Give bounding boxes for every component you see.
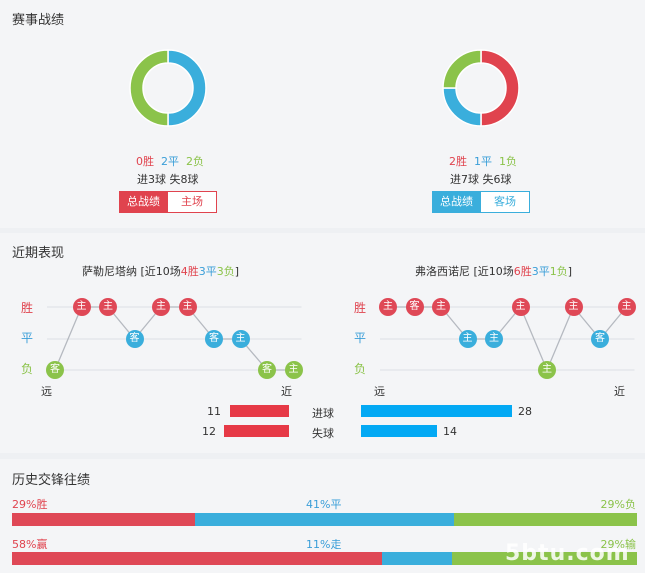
team2-form-result-node: 客: [405, 298, 424, 316]
axis-far-2: 远: [374, 385, 385, 398]
team1-form-result-node: 客: [205, 330, 223, 348]
goals-left-bar: [230, 405, 289, 417]
history-loss-bar: [454, 513, 637, 526]
team2-form-result-node: 主: [617, 298, 636, 316]
team1-form-result-node: 主: [152, 298, 170, 316]
away-donut-draw-slice: [442, 87, 482, 127]
home-total-record-button[interactable]: 总战绩: [119, 191, 168, 213]
handicap-push-bar: [382, 552, 452, 565]
team2-form-result-node: 主: [538, 361, 556, 379]
y-label-loss-2: 负: [354, 362, 367, 376]
handicap-win-label: 58%赢: [12, 538, 48, 551]
y-label-loss-1: 负: [21, 362, 34, 376]
away-record-stats: 2胜 1平 1负: [449, 155, 517, 168]
team1-form-result-node: 主: [284, 361, 303, 379]
team1-form-result-node: 客: [258, 361, 276, 379]
team1-form-result-node: 客: [46, 361, 64, 379]
team2-form-result-node: 主: [511, 298, 530, 316]
team2-form-result-node: 主: [432, 298, 450, 316]
away-donut-loss-slice: [442, 49, 482, 89]
axis-near-1: 近: [281, 385, 292, 398]
record-panel: 赛事战绩 0胜 2平 2负 进3球 失8球 总战绩 主场 2胜 1平 1负 进7…: [0, 0, 645, 228]
history-panel: 历史交锋往绩 29%胜 41%平 29%负 58%赢 11%走 29%输 5bt…: [0, 459, 645, 573]
team2-form-result-node: 主: [379, 298, 397, 316]
home-record-stats: 0胜 2平 2负: [136, 155, 204, 168]
section-title-recent: 近期表现: [12, 246, 65, 261]
team2-form-result-node: 主: [564, 298, 583, 316]
history-draw-label: 41%平: [306, 498, 342, 511]
away-total-record-button[interactable]: 总战绩: [432, 191, 481, 213]
conceded-right-value: 14: [443, 425, 457, 438]
handicap-win-bar: [12, 552, 382, 565]
watermark-logo: 5btu.com: [505, 541, 630, 566]
section-title-record: 赛事战绩: [12, 13, 65, 28]
conceded-left-bar: [224, 425, 289, 437]
team1-form-result-node: 主: [99, 298, 117, 316]
recent-form-panel: 近期表现 萨勒尼塔纳 [近10场4胜3平3负] 弗洛西诺尼 [近10场6胜3平1…: [0, 233, 645, 453]
team1-form-result-node: 主: [231, 330, 250, 348]
team2-form-trend-line: [388, 305, 628, 372]
team2-form-result-node: 客: [591, 330, 609, 348]
y-label-draw-1: 平: [21, 331, 34, 345]
team1-form-lines: [47, 306, 302, 371]
away-donut-chart: [442, 49, 520, 127]
home-goals-summary: 进3球 失8球: [137, 173, 199, 186]
team2-recent-summary: 弗洛西诺尼 [近10场6胜3平1负]: [415, 265, 573, 278]
team1-form-trend-line: [54, 306, 294, 371]
history-draw-bar: [195, 513, 454, 526]
away-venue-button[interactable]: 客场: [480, 191, 530, 213]
team1-form-result-node: 主: [72, 298, 91, 316]
goals-right-bar: [361, 405, 512, 417]
team2-form-result-node: 主: [485, 330, 503, 348]
y-label-draw-2: 平: [354, 331, 367, 345]
history-win-bar: [12, 513, 195, 526]
team2-form-result-node: 主: [458, 330, 477, 348]
history-win-label: 29%胜: [12, 498, 48, 511]
conceded-label: 失球: [312, 427, 334, 440]
axis-near-2: 近: [614, 385, 625, 398]
team2-form-lines: [380, 305, 635, 372]
home-donut-chart: [129, 49, 207, 127]
section-title-history: 历史交锋往绩: [12, 473, 91, 488]
goals-right-value: 28: [518, 405, 532, 418]
conceded-left-value: 12: [202, 425, 216, 438]
history-loss-label: 29%负: [600, 498, 636, 511]
team1-form-result-node: 客: [125, 330, 144, 348]
y-label-win-1: 胜: [21, 301, 34, 315]
handicap-loss-label: 29%输: [600, 538, 636, 551]
goals-left-value: 11: [207, 405, 221, 418]
goals-label: 进球: [312, 407, 334, 420]
y-label-win-2: 胜: [354, 301, 367, 315]
home-donut-draw-slice: [167, 49, 207, 127]
away-donut-win-slice: [480, 49, 520, 127]
axis-far-1: 远: [41, 385, 52, 398]
home-venue-button[interactable]: 主场: [167, 191, 217, 213]
home-donut-loss-slice: [129, 49, 169, 127]
team1-recent-summary: 萨勒尼塔纳 [近10场4胜3平3负]: [82, 265, 240, 278]
handicap-push-label: 11%走: [306, 538, 342, 551]
team1-form-result-node: 主: [178, 298, 197, 316]
handicap-loss-bar: [452, 552, 637, 565]
away-goals-summary: 进7球 失6球: [450, 173, 512, 186]
conceded-right-bar: [361, 425, 437, 437]
